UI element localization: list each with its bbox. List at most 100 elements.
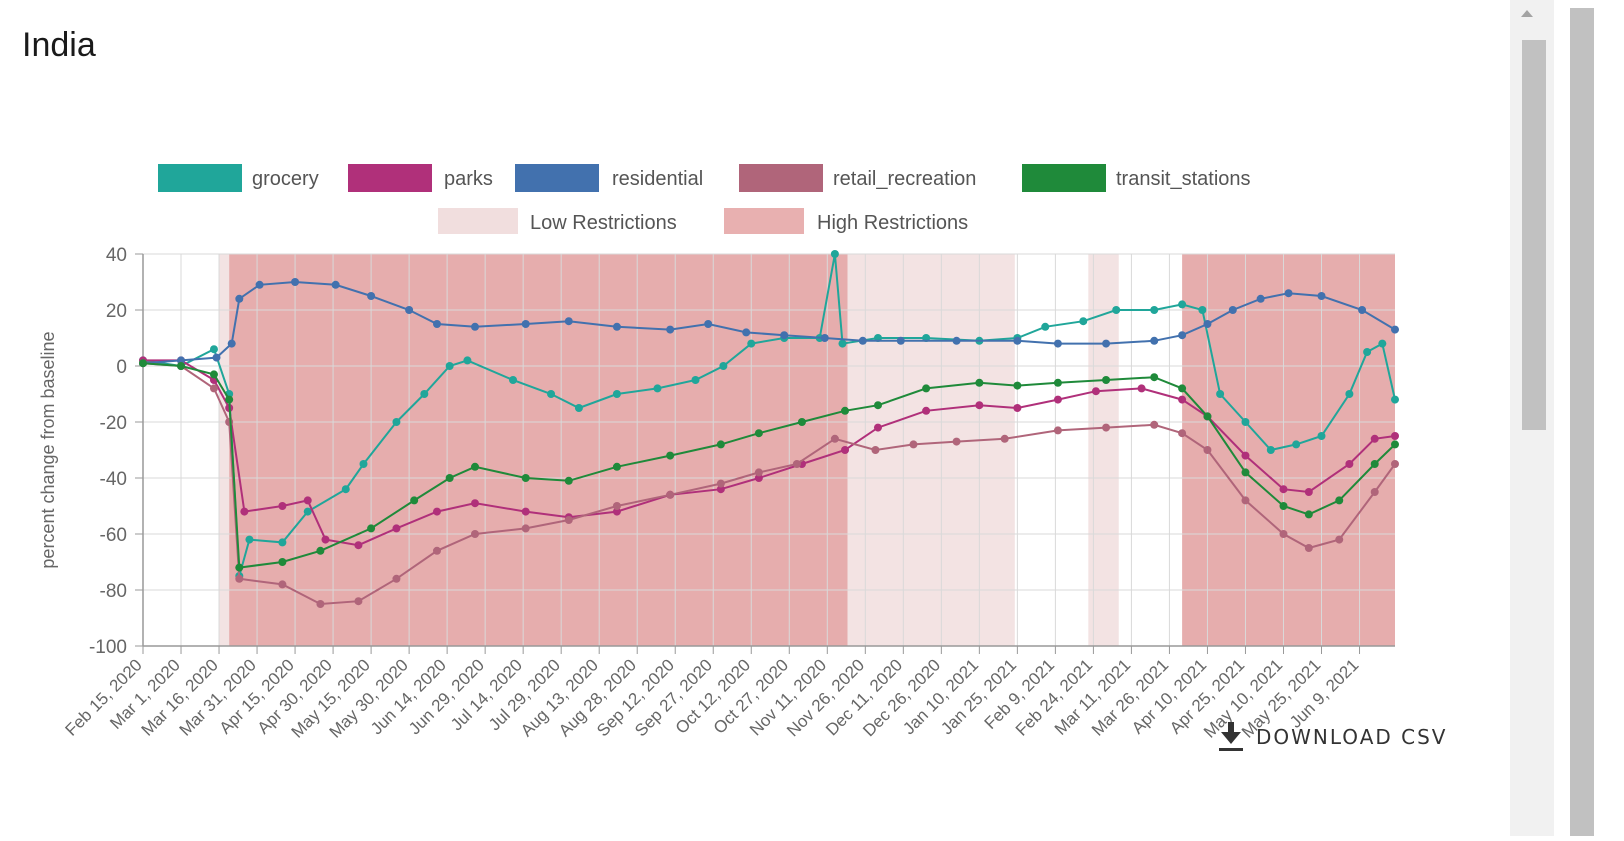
- point-parks-29[interactable]: [1241, 451, 1250, 460]
- point-parks-21[interactable]: [922, 406, 931, 415]
- point-grocery-12[interactable]: [445, 362, 454, 370]
- point-transit_stations-3[interactable]: [225, 395, 234, 404]
- point-transit_stations-32[interactable]: [1370, 460, 1379, 468]
- legend-swatch-parks[interactable]: [348, 164, 432, 192]
- point-residential-10[interactable]: [432, 320, 441, 328]
- point-retail_recreation-20[interactable]: [909, 440, 918, 449]
- point-grocery-31[interactable]: [1079, 317, 1088, 326]
- point-transit_stations-21[interactable]: [975, 378, 984, 387]
- legend-label-retail_recreation[interactable]: retail_recreation: [833, 168, 976, 190]
- point-retail_recreation-18[interactable]: [830, 434, 839, 443]
- point-residential-34[interactable]: [1391, 325, 1399, 334]
- point-parks-19[interactable]: [841, 446, 850, 454]
- point-retail_recreation-6[interactable]: [316, 600, 325, 608]
- point-grocery-10[interactable]: [392, 418, 401, 426]
- point-retail_recreation-7[interactable]: [354, 597, 363, 606]
- point-residential-15[interactable]: [666, 325, 675, 334]
- point-transit_stations-19[interactable]: [873, 401, 882, 410]
- legend-label-restriction-1[interactable]: High Restrictions: [817, 212, 968, 234]
- point-retail_recreation-13[interactable]: [612, 502, 621, 510]
- point-grocery-18[interactable]: [653, 384, 662, 393]
- point-residential-2[interactable]: [212, 353, 221, 362]
- point-grocery-15[interactable]: [547, 390, 556, 398]
- point-grocery-39[interactable]: [1292, 440, 1301, 449]
- point-parks-6[interactable]: [303, 496, 312, 505]
- point-retail_recreation-30[interactable]: [1304, 544, 1313, 552]
- legend-swatch-transit_stations[interactable]: [1022, 164, 1106, 192]
- point-transit_stations-30[interactable]: [1304, 510, 1313, 519]
- point-retail_recreation-32[interactable]: [1370, 488, 1379, 496]
- point-transit_stations-1[interactable]: [177, 362, 186, 370]
- point-grocery-30[interactable]: [1041, 322, 1050, 331]
- chart-series[interactable]: [139, 250, 1399, 608]
- point-retail_recreation-27[interactable]: [1203, 446, 1212, 454]
- point-residential-19[interactable]: [820, 334, 829, 342]
- point-retail_recreation-16[interactable]: [754, 468, 763, 477]
- point-residential-16[interactable]: [704, 320, 713, 328]
- point-parks-30[interactable]: [1279, 485, 1288, 494]
- series-residential[interactable]: [139, 278, 1399, 368]
- point-parks-32[interactable]: [1345, 460, 1354, 468]
- chart-legend[interactable]: grocery parks residential retail_recreation…: [158, 164, 1251, 234]
- point-grocery-13[interactable]: [463, 356, 472, 365]
- point-residential-28[interactable]: [1203, 320, 1212, 328]
- point-grocery-17[interactable]: [612, 390, 621, 398]
- point-residential-17[interactable]: [742, 328, 751, 337]
- series-line-transit_stations[interactable]: [142, 362, 1396, 569]
- point-grocery-20[interactable]: [719, 362, 728, 370]
- point-transit_stations-23[interactable]: [1053, 378, 1062, 387]
- point-parks-34[interactable]: [1391, 432, 1399, 440]
- point-residential-31[interactable]: [1284, 289, 1293, 298]
- point-retail_recreation-12[interactable]: [564, 516, 573, 524]
- point-retail_recreation-10[interactable]: [471, 530, 480, 538]
- outer-scrollbar[interactable]: [1570, 8, 1594, 836]
- scrollbar-thumb[interactable]: [1522, 40, 1546, 430]
- point-parks-25[interactable]: [1091, 387, 1100, 396]
- point-transit_stations-7[interactable]: [367, 524, 376, 533]
- point-parks-33[interactable]: [1370, 434, 1379, 443]
- point-retail_recreation-11[interactable]: [521, 524, 530, 533]
- point-transit_stations-25[interactable]: [1150, 373, 1159, 382]
- point-residential-14[interactable]: [612, 322, 621, 331]
- point-parks-5[interactable]: [278, 502, 287, 510]
- point-retail_recreation-15[interactable]: [716, 479, 725, 488]
- point-residential-30[interactable]: [1256, 294, 1265, 303]
- point-residential-33[interactable]: [1358, 306, 1367, 314]
- point-parks-7[interactable]: [321, 535, 330, 544]
- point-transit_stations-6[interactable]: [316, 546, 325, 555]
- legend-swatch-residential[interactable]: [515, 164, 599, 192]
- point-grocery-41[interactable]: [1345, 390, 1354, 398]
- legend-swatch-retail_recreation[interactable]: [739, 164, 823, 192]
- point-transit_stations-17[interactable]: [797, 418, 806, 426]
- point-residential-1[interactable]: [177, 356, 186, 365]
- point-parks-17[interactable]: [754, 474, 763, 482]
- point-residential-22[interactable]: [952, 336, 961, 345]
- point-retail_recreation-24[interactable]: [1102, 423, 1111, 432]
- point-grocery-9[interactable]: [359, 460, 368, 468]
- point-parks-4[interactable]: [240, 507, 249, 516]
- point-grocery-6[interactable]: [278, 538, 287, 547]
- point-retail_recreation-5[interactable]: [278, 580, 287, 589]
- point-grocery-21[interactable]: [747, 339, 756, 348]
- point-grocery-32[interactable]: [1112, 306, 1121, 314]
- point-residential-3[interactable]: [227, 339, 236, 348]
- point-grocery-2[interactable]: [209, 345, 218, 354]
- series-line-retail_recreation[interactable]: [142, 362, 1396, 606]
- point-transit_stations-29[interactable]: [1279, 502, 1288, 510]
- point-grocery-8[interactable]: [341, 485, 350, 494]
- point-retail_recreation-23[interactable]: [1053, 426, 1062, 435]
- point-transit_stations-33[interactable]: [1391, 440, 1399, 449]
- point-retail_recreation-17[interactable]: [792, 460, 801, 468]
- point-retail_recreation-31[interactable]: [1335, 535, 1344, 544]
- point-transit_stations-20[interactable]: [922, 384, 931, 393]
- point-retail_recreation-22[interactable]: [1000, 434, 1009, 443]
- point-residential-12[interactable]: [521, 320, 530, 328]
- point-residential-7[interactable]: [331, 280, 340, 289]
- point-residential-13[interactable]: [564, 317, 573, 326]
- point-grocery-16[interactable]: [574, 404, 583, 412]
- point-grocery-5[interactable]: [245, 535, 254, 544]
- point-transit_stations-16[interactable]: [754, 429, 763, 438]
- point-retail_recreation-2[interactable]: [209, 384, 218, 393]
- point-transit_stations-22[interactable]: [1013, 381, 1022, 390]
- point-transit_stations-26[interactable]: [1178, 384, 1187, 393]
